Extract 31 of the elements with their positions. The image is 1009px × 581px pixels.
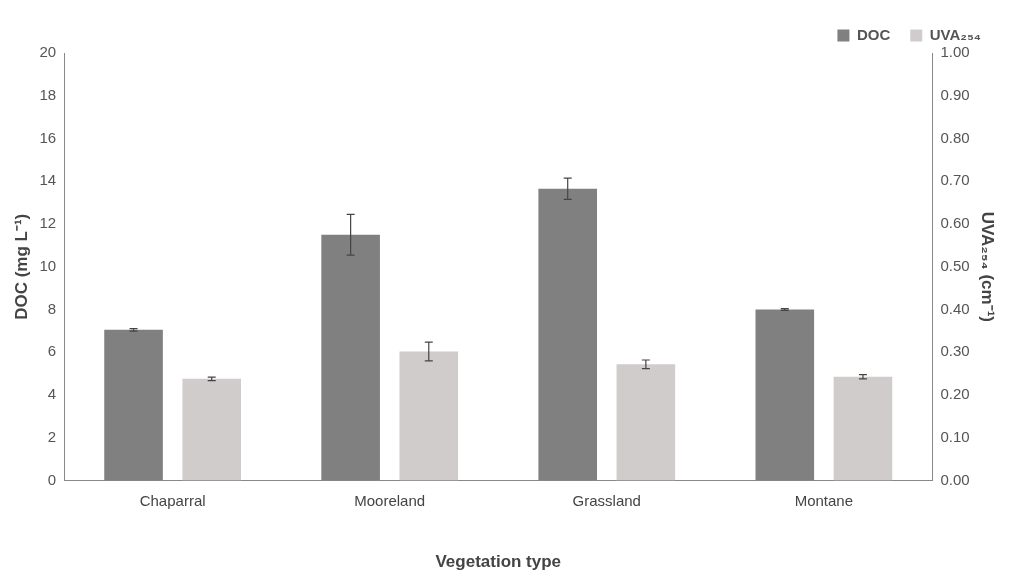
y2-tick-label: 0.70 (940, 171, 970, 189)
y2-tick-label: 0.50 (940, 256, 970, 274)
y-tick-label: 8 (47, 299, 57, 317)
x-axis-title: Vegetation type (435, 552, 562, 572)
y-tick-label: 2 (47, 427, 57, 445)
x-tick-label: Mooreland (354, 491, 426, 509)
y-tick-label: 0 (47, 470, 57, 488)
y2-tick-label: 0.00 (940, 470, 970, 488)
y2-tick-label: 1.00 (940, 43, 970, 61)
y-tick-label: 18 (39, 85, 57, 103)
legend-label: DOC (856, 25, 891, 43)
y-tick-label: 4 (47, 385, 57, 403)
y-tick-label: 16 (39, 128, 57, 146)
y2-tick-label: 0.40 (940, 299, 970, 317)
y-axis-title: DOC (mg L⁻¹) (11, 213, 31, 320)
y-tick-label: 12 (39, 214, 57, 232)
x-tick-label: Chaparral (139, 491, 206, 509)
legend-label: UVA₂₅₄ (929, 25, 981, 43)
y2-axis-title: UVA₂₅₄ (cm⁻¹) (978, 211, 998, 322)
y-tick-label: 6 (47, 342, 57, 360)
y-tick-label: 10 (39, 256, 57, 274)
y2-tick-label: 0.80 (940, 128, 970, 146)
y2-tick-label: 0.90 (940, 85, 970, 103)
y-tick-label: 20 (39, 43, 57, 61)
y-tick-label: 14 (39, 171, 57, 189)
x-tick-label: Montane (794, 491, 854, 509)
y2-tick-label: 0.20 (940, 385, 970, 403)
x-tick-label: Grassland (572, 491, 641, 509)
y2-tick-label: 0.10 (940, 427, 970, 445)
y2-tick-label: 0.30 (940, 342, 970, 360)
y2-tick-label: 0.60 (940, 214, 970, 232)
